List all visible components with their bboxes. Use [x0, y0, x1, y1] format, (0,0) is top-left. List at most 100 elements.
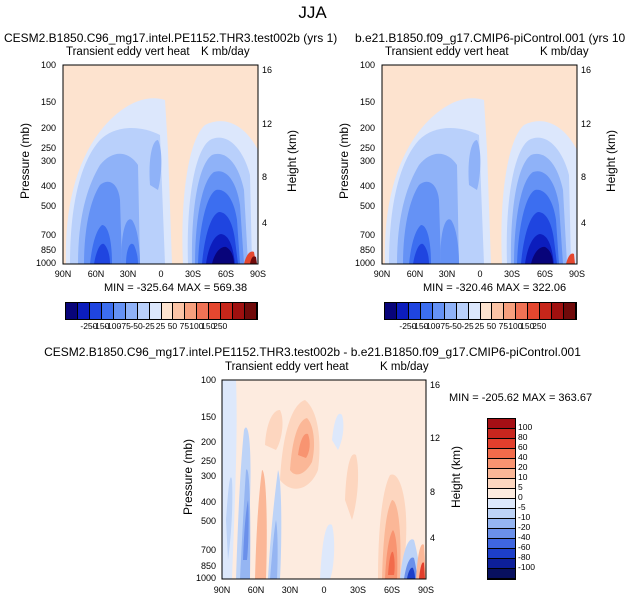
top-left-xtick: 60S — [217, 269, 234, 279]
colorbar-swatch — [432, 303, 445, 319]
colorbar-swatch — [125, 303, 138, 319]
bottom-colorbar-labels: 100 80 60 40 20 10 5 0 -5 -10 -20 -40 -60 -80 -100 — [518, 418, 558, 578]
top-right-ytick: 850 — [359, 245, 375, 255]
colorbar-swatch — [488, 449, 515, 459]
colorbar-swatch — [488, 559, 515, 569]
colorbar-swatch — [161, 303, 174, 319]
colorbar-swatch — [221, 303, 234, 319]
top-right-xtick: 60S — [536, 269, 553, 279]
colorbar-swatch — [197, 303, 210, 319]
bottom-ytick: 400 — [200, 497, 216, 507]
colorbar-swatch — [540, 303, 553, 319]
top-right-variable-label: Transient eddy vert heat — [385, 46, 509, 58]
top-right-colorbar — [384, 302, 577, 320]
bottom-y2tick: 16 — [430, 380, 441, 390]
colorbar-level-label: -100 — [104, 321, 122, 331]
colorbar-swatch — [488, 439, 515, 449]
colorbar-swatch — [408, 303, 421, 319]
top-left-xtick: 30S — [184, 269, 201, 279]
top-right-ytick: 700 — [359, 230, 375, 240]
top-right-xtick: 30N — [438, 269, 456, 279]
top-left-y-axis-title: Pressure (mb) — [18, 123, 32, 200]
colorbar-level-label: 50 — [167, 321, 178, 331]
top-right-y2tick: 12 — [581, 119, 592, 129]
colorbar-swatch — [468, 303, 481, 319]
top-left-xtick: 90N — [54, 269, 72, 279]
colorbar-swatch — [552, 303, 565, 319]
colorbar-level-label: -20 — [518, 522, 531, 532]
colorbar-swatch — [488, 569, 515, 579]
colorbar-level-label: 0 — [518, 492, 523, 502]
bottom-min-max: MIN = -205.62 MAX = 363.67 — [449, 392, 593, 404]
colorbar-level-label: -75 — [437, 321, 450, 331]
figure-title: JJA — [298, 3, 327, 22]
top-left-y2-axis-title: Height (km) — [285, 130, 299, 193]
colorbar-swatch — [504, 303, 517, 319]
colorbar-level-label: -150 — [411, 321, 429, 331]
colorbar-swatch — [420, 303, 433, 319]
colorbar-level-label: -100 — [423, 321, 441, 331]
top-left-colorbar — [65, 302, 258, 320]
top-left-y2tick: 16 — [262, 65, 273, 75]
colorbar-level-label: 50 — [486, 321, 497, 331]
colorbar-level-label: -60 — [518, 542, 531, 552]
colorbar-level-label: 75 — [179, 321, 190, 331]
colorbar-swatch — [385, 303, 397, 319]
top-right-ytick: 500 — [359, 201, 375, 211]
colorbar-level-label: 5 — [518, 482, 523, 492]
top-left-ytick: 150 — [40, 97, 56, 107]
bottom-colorbar — [487, 418, 516, 580]
top-left-colorbar-labels: -250 -150 -100 -75 -50 -25 25 50 75 100 150 250 — [65, 321, 256, 333]
bottom-units-label: K mb/day — [380, 361, 429, 373]
colorbar-swatch — [480, 303, 493, 319]
colorbar-level-label: 75 — [498, 321, 509, 331]
colorbar-level-label: -100 — [518, 562, 536, 572]
colorbar-swatch — [233, 303, 246, 319]
top-left-units-label: K mb/day — [201, 46, 250, 58]
top-left-xtick: 60N — [87, 269, 105, 279]
bottom-ytick: 1000 — [196, 573, 217, 583]
colorbar-level-label: 100 — [518, 422, 533, 432]
colorbar-swatch — [528, 303, 541, 319]
bottom-case-title: CESM2.B1850.C96_mg17.intel.PE1152.THR3.t… — [44, 345, 581, 359]
top-left-variable-label: Transient eddy vert heat — [66, 46, 190, 58]
bottom-y2-axis-title: Height (km) — [449, 446, 463, 509]
top-left-min-max: MIN = -325.64 MAX = 569.38 — [104, 282, 248, 294]
colorbar-swatch — [66, 303, 78, 319]
top-right-ytick: 400 — [359, 181, 375, 191]
bottom-xtick: 30S — [349, 585, 366, 595]
top-right-min-max: MIN = -320.46 MAX = 322.06 — [423, 282, 567, 294]
colorbar-swatch — [488, 519, 515, 529]
top-left-xtick: 0 — [158, 269, 164, 279]
top-right-xtick: 90N — [373, 269, 391, 279]
colorbar-level-label: -50 — [449, 321, 462, 331]
top-right-y2-axis-title: Height (km) — [604, 130, 618, 193]
bottom-xtick: 30N — [281, 585, 299, 595]
colorbar-swatch — [488, 479, 515, 489]
top-right-xtick: 0 — [477, 269, 483, 279]
bottom-ytick: 500 — [200, 516, 216, 526]
colorbar-level-label: 150 — [201, 321, 216, 331]
top-right-xtick: 90S — [568, 269, 585, 279]
top-left-ytick: 250 — [40, 143, 56, 153]
top-right-ytick: 1000 — [355, 258, 376, 268]
colorbar-swatch — [113, 303, 126, 319]
top-right-case-title: b.e21.B1850.f09_g17.CMIP6-piControl.001 … — [355, 31, 625, 45]
colorbar-swatch — [77, 303, 90, 319]
colorbar-swatch — [488, 549, 515, 559]
bottom-ytick: 850 — [200, 561, 216, 571]
colorbar-level-label: -25 — [461, 321, 474, 331]
top-right-y2tick: 4 — [581, 218, 587, 228]
top-right-y2tick: 16 — [581, 65, 592, 75]
colorbar-swatch — [185, 303, 198, 319]
colorbar-swatch — [89, 303, 102, 319]
colorbar-swatch — [488, 529, 515, 539]
colorbar-swatch — [245, 303, 257, 319]
top-right-y2tick: 8 — [581, 172, 587, 182]
colorbar-swatch — [488, 509, 515, 519]
bottom-y-axis-title: Pressure (mb) — [181, 439, 195, 516]
colorbar-level-label: -250 — [80, 321, 98, 331]
colorbar-swatch — [488, 499, 515, 509]
colorbar-level-label: 150 — [520, 321, 535, 331]
colorbar-level-label: -75 — [118, 321, 131, 331]
